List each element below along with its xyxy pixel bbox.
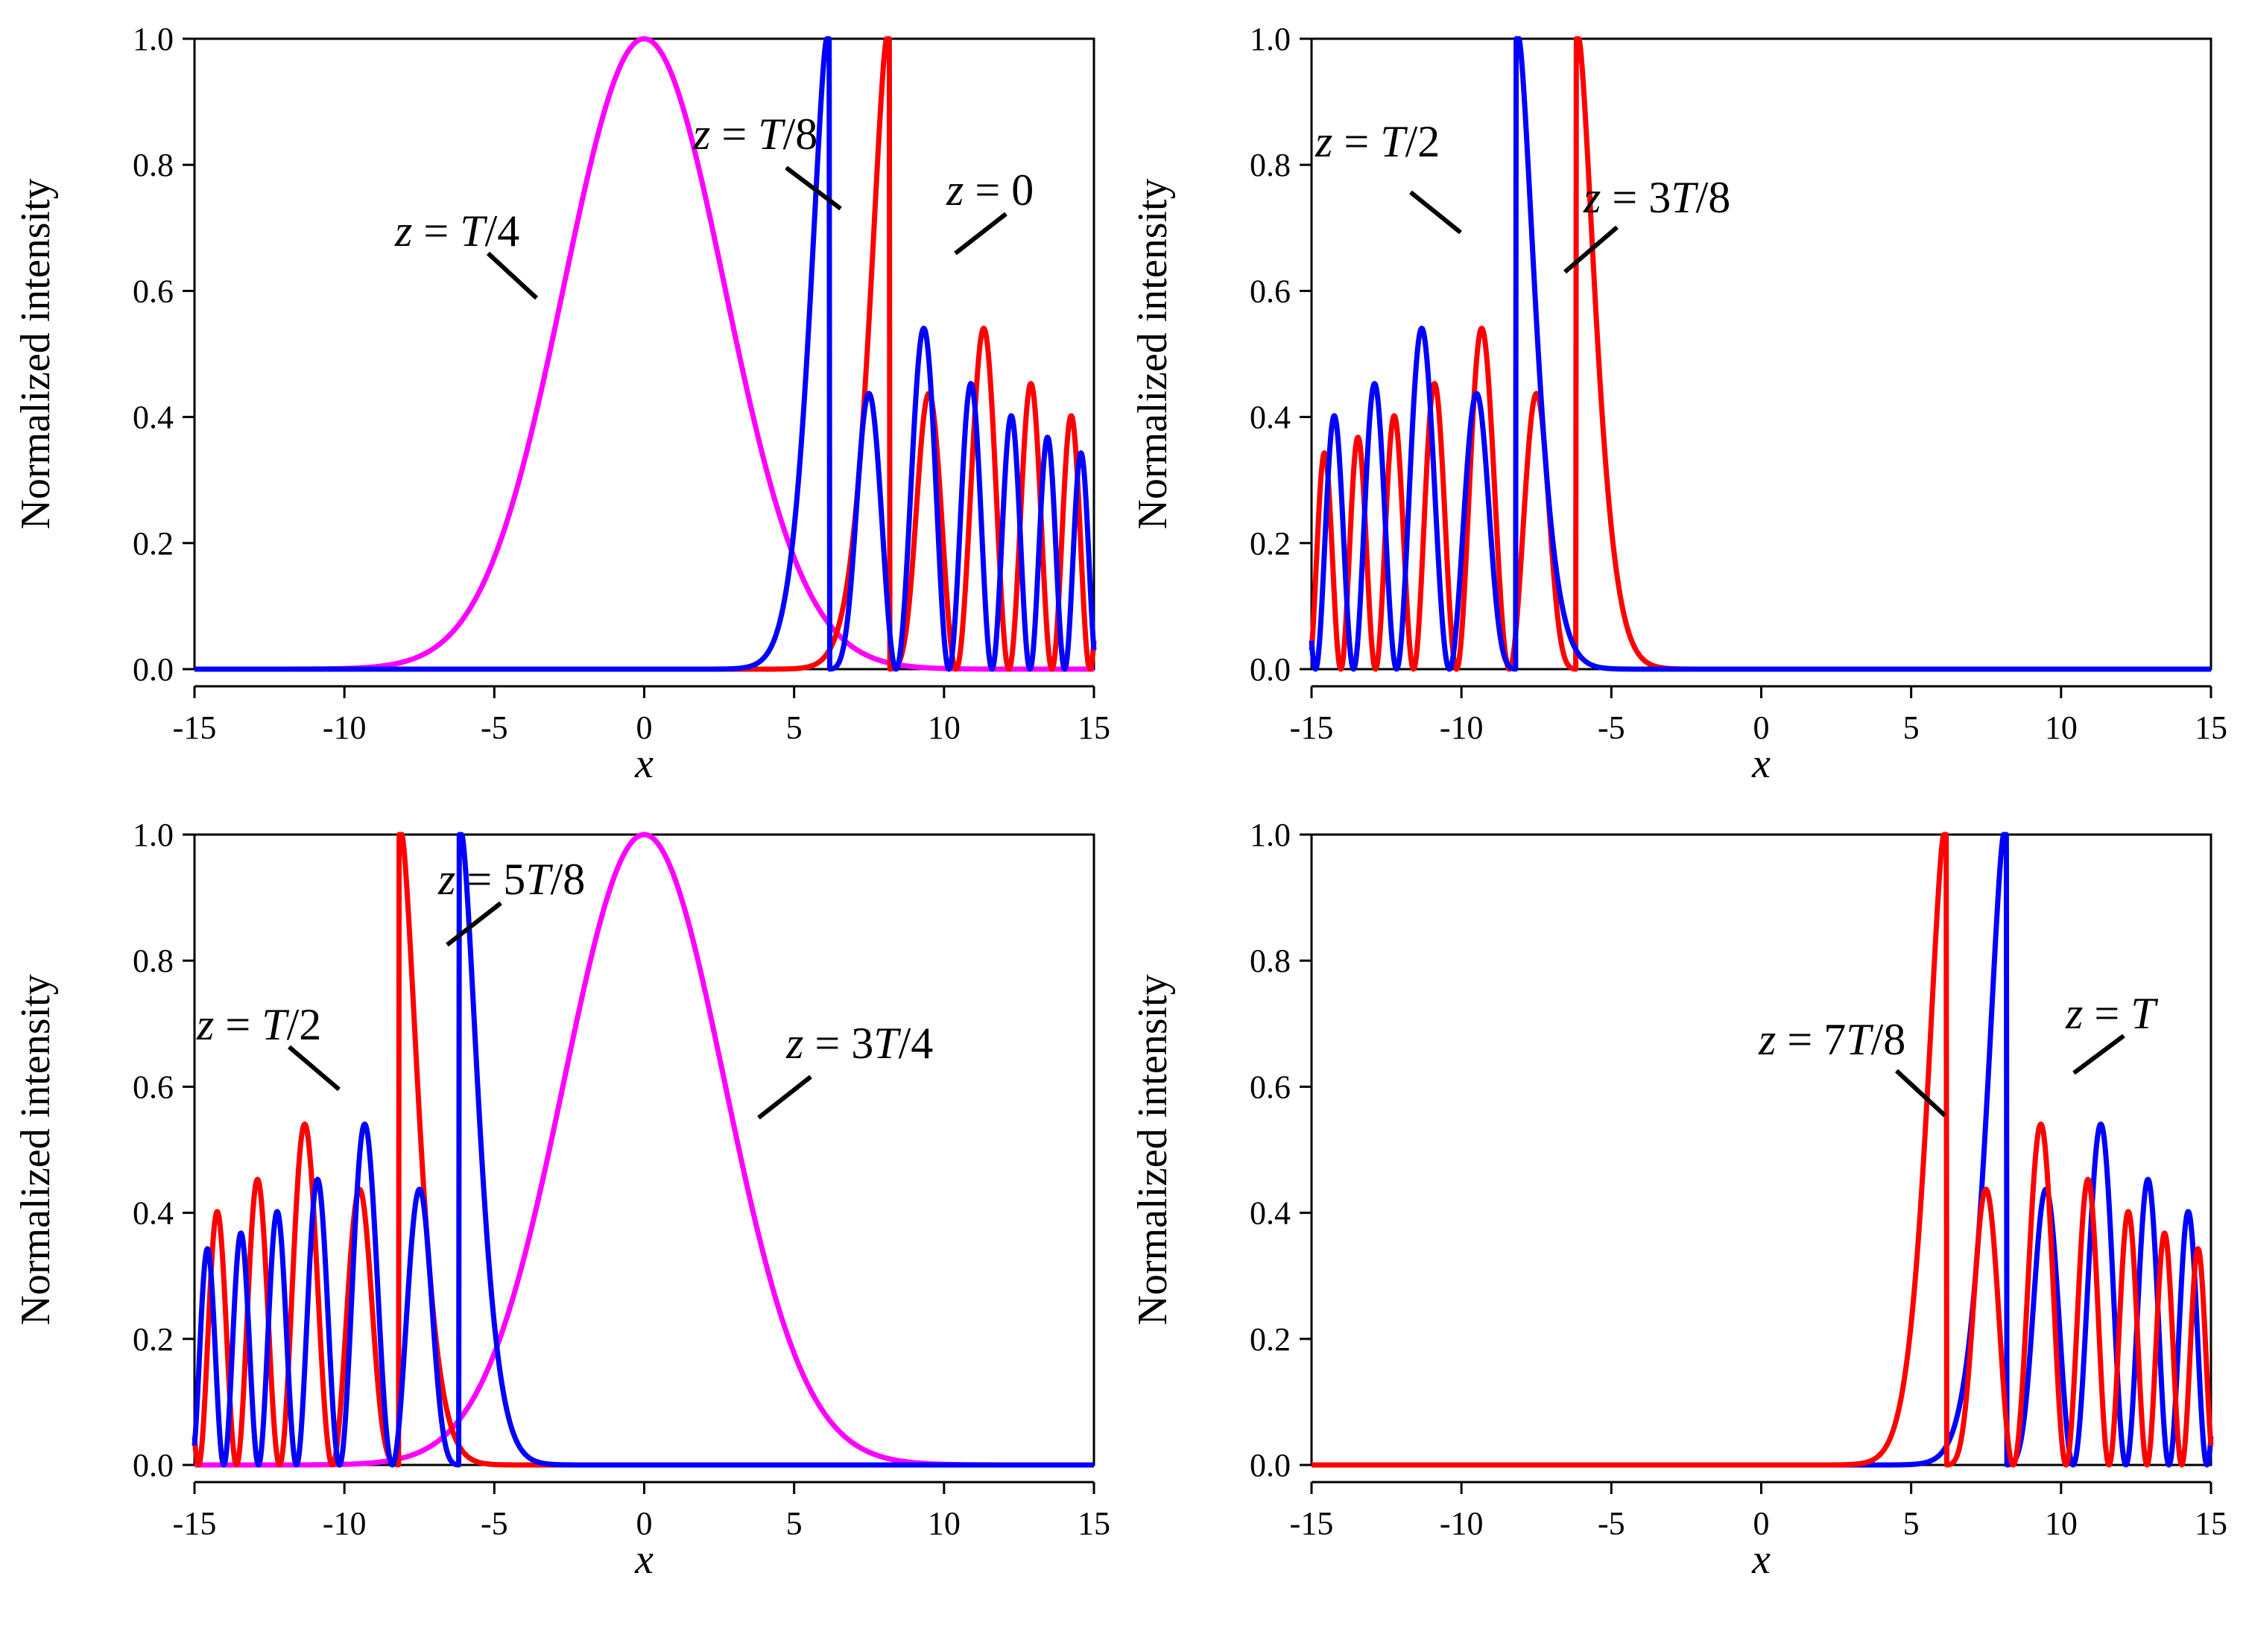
annotation-arrow xyxy=(1894,1069,1947,1118)
annotation-label: z = T/2 xyxy=(196,1000,321,1049)
x-tick-label: 15 xyxy=(1078,709,1110,746)
x-tick-label: 5 xyxy=(786,1505,803,1542)
x-tick-label: -15 xyxy=(1290,709,1334,746)
x-axis-title: x xyxy=(1751,741,1771,787)
x-tick-label: 15 xyxy=(1078,1505,1110,1542)
y-axis-title: Normalized intensity xyxy=(1130,974,1176,1325)
annotation-label: z = T/4 xyxy=(394,206,519,256)
annotation-label: z = 3T/8 xyxy=(1583,173,1730,222)
x-tick-label: 10 xyxy=(928,709,961,746)
x-tick-label: -10 xyxy=(1440,709,1484,746)
y-tick-label: 0.6 xyxy=(1250,1069,1291,1105)
chart-panel-top-right: -15 -10 -5 0 5 10 15 0.0 0.2 0.4 0.6 0.8 1.0 x Normali… xyxy=(1130,21,2227,787)
chart-panel-top-left: -15 -10 -5 0 5 10 15 0.0 0.2 0.4 0.6 0.8 1.0 x Normali… xyxy=(13,21,1110,787)
x-tick-label: 15 xyxy=(2195,1505,2227,1542)
y-tick-label: 0.6 xyxy=(1250,273,1291,309)
series-line-z-t-8 xyxy=(192,36,1097,672)
y-tick-label: 0.6 xyxy=(133,273,174,309)
series-line-z-7t-8 xyxy=(1309,832,2214,1468)
y-tick-label: 0.8 xyxy=(1250,147,1291,183)
x-tick-label: -15 xyxy=(173,709,217,746)
y-tick-label: 0.2 xyxy=(133,1321,174,1358)
y-tick-label: 0.0 xyxy=(133,651,174,688)
y-axis-title: Normalized intensity xyxy=(1130,178,1176,529)
x-tick-label: 0 xyxy=(636,709,653,746)
annotation-arrow xyxy=(785,165,842,211)
x-tick-label: 10 xyxy=(2045,709,2078,746)
x-tick-label: 15 xyxy=(2195,709,2227,746)
y-tick-label: 0.4 xyxy=(133,399,174,436)
x-tick-label: -15 xyxy=(1290,1505,1334,1542)
annotation-label: z = T/8 xyxy=(692,110,817,159)
x-tick-label: -5 xyxy=(481,709,508,746)
y-tick-label: 0.4 xyxy=(1250,1195,1291,1232)
y-tick-label: 0.4 xyxy=(1250,399,1291,436)
annotation-label: z = 3T/4 xyxy=(785,1019,933,1068)
chart-panel-bottom-right: -15 -10 -5 0 5 10 15 0.0 0.2 0.4 0.6 0.8 1.0 x Normali… xyxy=(1130,817,2227,1583)
y-tick-label: 0.8 xyxy=(133,147,174,183)
x-tick-label: 0 xyxy=(1753,1505,1770,1542)
y-tick-label: 1.0 xyxy=(133,21,174,57)
series-line-z-5t-8 xyxy=(192,832,1096,1468)
x-tick-label: -10 xyxy=(323,1505,367,1542)
x-tick-label: -10 xyxy=(1440,1505,1484,1542)
x-tick-label: 5 xyxy=(786,709,803,746)
chart-panel-bottom-left: -15 -10 -5 0 5 10 15 0.0 0.2 0.4 0.6 0.8 1.0 x Normali… xyxy=(13,817,1110,1583)
annotation-arrow xyxy=(486,251,539,300)
x-tick-label: 0 xyxy=(636,1505,653,1542)
x-tick-label: 5 xyxy=(1903,709,1920,746)
y-tick-label: 0.0 xyxy=(1250,651,1291,688)
x-tick-label: -5 xyxy=(1598,1505,1625,1542)
y-tick-label: 0.6 xyxy=(133,1069,174,1105)
annotation-label: z = 0 xyxy=(946,165,1034,215)
x-tick-label: -5 xyxy=(1598,709,1625,746)
y-tick-label: 0.4 xyxy=(133,1195,174,1232)
x-tick-label: 0 xyxy=(1753,709,1770,746)
annotation-arrow xyxy=(288,1045,341,1092)
series-line-z-t-2 xyxy=(1309,36,2213,672)
y-tick-label: 0.0 xyxy=(1250,1447,1291,1484)
y-tick-label: 0.2 xyxy=(1250,525,1291,562)
y-tick-label: 0.2 xyxy=(133,525,174,562)
y-tick-label: 0.8 xyxy=(1250,943,1291,979)
x-tick-label: -10 xyxy=(323,709,367,746)
annotation-label: z = 7T/8 xyxy=(1758,1015,1905,1064)
x-tick-label: 10 xyxy=(2045,1505,2078,1542)
y-tick-label: 0.2 xyxy=(1250,1321,1291,1358)
y-tick-label: 1.0 xyxy=(133,817,174,853)
annotation-arrow xyxy=(954,212,1007,256)
x-axis-title: x xyxy=(1751,1537,1771,1583)
y-tick-label: 0.8 xyxy=(133,943,174,979)
y-axis-title: Normalized intensity xyxy=(13,974,59,1325)
annotation-label: z = T/2 xyxy=(1315,117,1440,166)
y-tick-label: 1.0 xyxy=(1250,21,1291,57)
x-tick-label: -15 xyxy=(173,1505,217,1542)
x-axis-title: x xyxy=(634,1537,654,1583)
y-tick-label: 1.0 xyxy=(1250,817,1291,853)
annotation-label: z = T xyxy=(2065,989,2158,1038)
x-axis-title: x xyxy=(634,741,654,787)
series-line-z-3t-8 xyxy=(1309,36,2213,672)
annotation-label: z = 5T/8 xyxy=(437,855,585,904)
annotation-arrow xyxy=(2072,1034,2125,1075)
annotation-arrow xyxy=(757,1075,812,1120)
x-tick-label: 10 xyxy=(928,1505,961,1542)
y-tick-label: 0.0 xyxy=(133,1447,174,1484)
x-tick-label: -5 xyxy=(481,1505,508,1542)
y-axis-title: Normalized intensity xyxy=(13,178,59,529)
x-tick-label: 5 xyxy=(1903,1505,1920,1542)
annotation-arrow xyxy=(1563,225,1619,274)
annotation-arrow xyxy=(446,901,502,947)
annotation-arrow xyxy=(1409,190,1462,235)
